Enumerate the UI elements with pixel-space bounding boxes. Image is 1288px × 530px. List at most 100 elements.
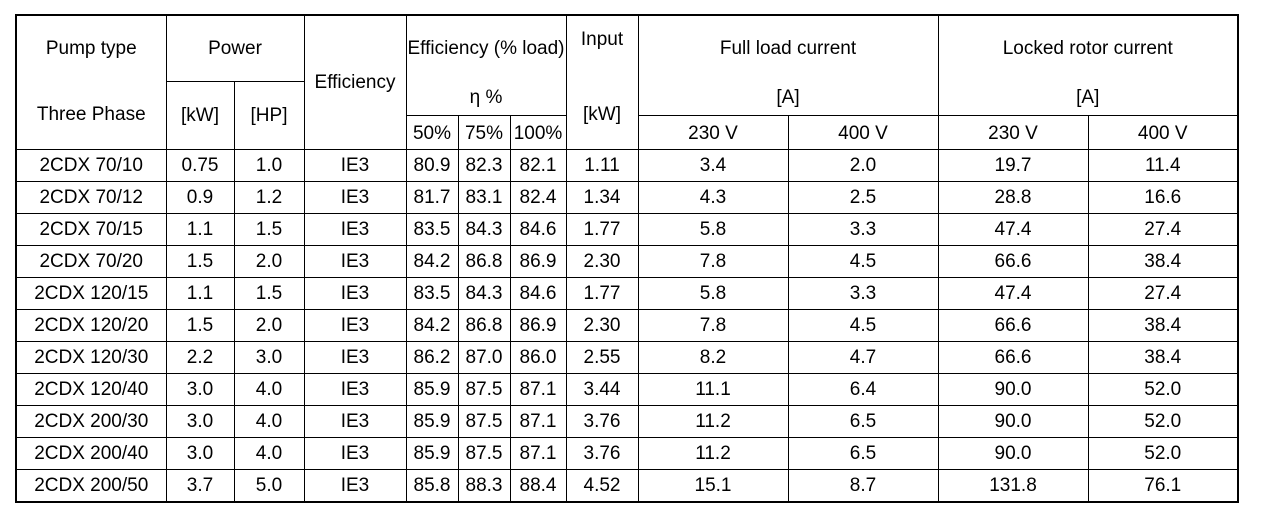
header-load-75: 75% [457, 114, 511, 150]
cell-power-hp: 4.0 [233, 404, 305, 438]
table-row: 2CDX 120/15 1.1 1.5 IE3 83.5 84.3 84.6 1.77 5.8 3… [15, 276, 1239, 310]
cell-input-kw: 3.44 [565, 372, 639, 406]
cell-flc-230v: 5.8 [637, 276, 789, 310]
cell-lrc-400v: 27.4 [1087, 276, 1239, 310]
cell-lrc-400v: 38.4 [1087, 340, 1239, 374]
cell-eff-75: 88.3 [457, 468, 511, 502]
cell-eff-100: 87.1 [509, 436, 567, 470]
cell-lrc-230v: 90.0 [937, 404, 1089, 438]
cell-flc-230v: 8.2 [637, 340, 789, 374]
cell-pump-type: 2CDX 70/20 [15, 244, 167, 278]
cell-lrc-230v: 66.6 [937, 340, 1089, 374]
cell-lrc-400v: 38.4 [1087, 308, 1239, 342]
cell-power-hp: 1.0 [233, 148, 305, 182]
pump-spec-table: Pump type Power Efficiency Efficiency (%… [15, 14, 1239, 503]
cell-input-kw: 1.11 [565, 148, 639, 182]
table-row: 2CDX 120/40 3.0 4.0 IE3 85.9 87.5 87.1 3.44 11.1… [15, 372, 1239, 406]
cell-input-kw: 4.52 [565, 468, 639, 502]
cell-eff-50: 84.2 [405, 308, 459, 342]
cell-efficiency-class: IE3 [303, 372, 407, 406]
cell-power-kw: 0.75 [165, 148, 235, 182]
header-three-phase: Three Phase [15, 81, 167, 150]
cell-flc-400v: 4.7 [787, 340, 939, 374]
cell-flc-230v: 5.8 [637, 212, 789, 246]
cell-lrc-400v: 76.1 [1087, 468, 1239, 502]
cell-power-hp: 4.0 [233, 372, 305, 406]
table-row: 2CDX 70/12 0.9 1.2 IE3 81.7 83.1 82.4 1.34 4.3 2.… [15, 180, 1239, 214]
header-full-load-unit: [A] [637, 81, 939, 115]
cell-flc-400v: 6.5 [787, 404, 939, 438]
cell-eff-50: 85.8 [405, 468, 459, 502]
cell-lrc-230v: 90.0 [937, 372, 1089, 406]
header-efficiency-load: Efficiency (% load) [405, 14, 567, 81]
cell-efficiency-class: IE3 [303, 148, 407, 182]
table-row: 2CDX 120/20 1.5 2.0 IE3 84.2 86.8 86.9 2.30 7.8 4… [15, 308, 1239, 342]
cell-efficiency-class: IE3 [303, 308, 407, 342]
cell-pump-type: 2CDX 120/20 [15, 308, 167, 342]
cell-efficiency-class: IE3 [303, 436, 407, 470]
table-row: 2CDX 120/30 2.2 3.0 IE3 86.2 87.0 86.0 2.55 8.2 4… [15, 340, 1239, 374]
cell-eff-50: 85.9 [405, 404, 459, 438]
cell-power-kw: 3.0 [165, 404, 235, 438]
cell-eff-50: 81.7 [405, 180, 459, 214]
cell-pump-type: 2CDX 200/40 [15, 436, 167, 470]
cell-input-kw: 2.30 [565, 244, 639, 278]
cell-efficiency-class: IE3 [303, 244, 407, 278]
cell-lrc-230v: 131.8 [937, 468, 1089, 502]
cell-power-hp: 3.0 [233, 340, 305, 374]
cell-eff-50: 83.5 [405, 212, 459, 246]
cell-lrc-400v: 16.6 [1087, 180, 1239, 214]
header-flc-230v: 230 V [637, 114, 789, 150]
full-load-current-title: Full load current [719, 38, 857, 59]
cell-flc-230v: 7.8 [637, 244, 789, 278]
cell-eff-100: 82.1 [509, 148, 567, 182]
cell-lrc-230v: 47.4 [937, 212, 1089, 246]
cell-flc-230v: 7.8 [637, 308, 789, 342]
cell-eff-75: 84.3 [457, 276, 511, 310]
cell-input-kw: 1.77 [565, 276, 639, 310]
cell-pump-type: 2CDX 70/15 [15, 212, 167, 246]
table-row: 2CDX 70/10 0.75 1.0 IE3 80.9 82.3 82.1 1.11 3.4 2… [15, 148, 1239, 182]
cell-efficiency-class: IE3 [303, 180, 407, 214]
locked-rotor-current-title: Locked rotor current [1002, 38, 1173, 59]
cell-eff-50: 85.9 [405, 372, 459, 406]
cell-pump-type: 2CDX 200/30 [15, 404, 167, 438]
cell-eff-100: 86.0 [509, 340, 567, 374]
cell-flc-400v: 6.5 [787, 436, 939, 470]
cell-power-kw: 2.2 [165, 340, 235, 374]
cell-efficiency-class: IE3 [303, 276, 407, 310]
cell-eff-75: 86.8 [457, 308, 511, 342]
cell-power-hp: 1.5 [233, 276, 305, 310]
cell-lrc-230v: 66.6 [937, 308, 1089, 342]
table-row: 2CDX 200/30 3.0 4.0 IE3 85.9 87.5 87.1 3.76 11.2… [15, 404, 1239, 438]
cell-flc-230v: 11.1 [637, 372, 789, 406]
cell-eff-75: 87.5 [457, 404, 511, 438]
cell-flc-400v: 4.5 [787, 308, 939, 342]
cell-pump-type: 2CDX 70/10 [15, 148, 167, 182]
cell-flc-400v: 3.3 [787, 212, 939, 246]
cell-flc-230v: 15.1 [637, 468, 789, 502]
header-input-kw: [kW] [565, 81, 639, 150]
cell-flc-400v: 2.5 [787, 180, 939, 214]
cell-power-kw: 1.1 [165, 276, 235, 310]
cell-efficiency-class: IE3 [303, 404, 407, 438]
cell-lrc-230v: 19.7 [937, 148, 1089, 182]
cell-flc-230v: 4.3 [637, 180, 789, 214]
header-kw: [kW] [165, 80, 235, 150]
cell-power-kw: 3.7 [165, 468, 235, 502]
cell-flc-230v: 11.2 [637, 404, 789, 438]
cell-pump-type: 2CDX 200/50 [15, 468, 167, 502]
header-eta-pct: η % [405, 81, 567, 115]
cell-eff-100: 84.6 [509, 212, 567, 246]
cell-power-kw: 0.9 [165, 180, 235, 214]
cell-power-hp: 2.0 [233, 244, 305, 278]
cell-pump-type: 2CDX 120/40 [15, 372, 167, 406]
cell-lrc-230v: 28.8 [937, 180, 1089, 214]
cell-input-kw: 2.55 [565, 340, 639, 374]
cell-eff-75: 87.0 [457, 340, 511, 374]
header-lrc-400v: 400 V [1087, 114, 1239, 150]
header-load-50: 50% [405, 114, 459, 150]
cell-eff-75: 87.5 [457, 372, 511, 406]
cell-efficiency-class: IE3 [303, 468, 407, 502]
cell-eff-100: 88.4 [509, 468, 567, 502]
